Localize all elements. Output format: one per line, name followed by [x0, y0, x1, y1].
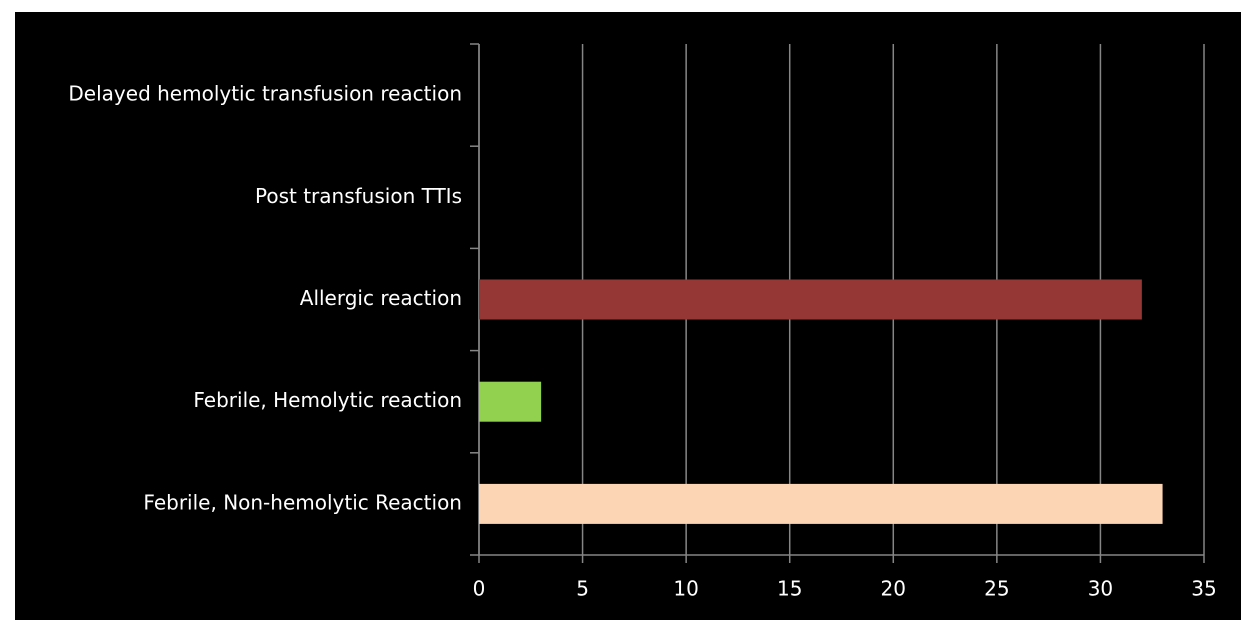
x-tick-label: 35 — [1191, 577, 1216, 601]
bar — [479, 279, 1142, 320]
x-tick-label: 15 — [777, 577, 802, 601]
y-tick-label: Allergic reaction — [300, 286, 462, 310]
y-tick-label: Febrile, Hemolytic reaction — [193, 388, 462, 412]
y-tick-label: Febrile, Non-hemolytic Reaction — [143, 490, 462, 514]
y-tick-label: Delayed hemolytic transfusion reaction — [68, 82, 462, 106]
x-tick-label: 0 — [473, 577, 486, 601]
bar — [479, 483, 1163, 524]
x-tick-label: 5 — [576, 577, 589, 601]
x-tick-label: 30 — [1088, 577, 1113, 601]
x-tick-label: 20 — [881, 577, 906, 601]
y-tick-label: Post transfusion TTIs — [255, 184, 462, 208]
x-tick-label: 10 — [673, 577, 698, 601]
bar — [479, 381, 542, 422]
x-tick-label: 25 — [984, 577, 1009, 601]
